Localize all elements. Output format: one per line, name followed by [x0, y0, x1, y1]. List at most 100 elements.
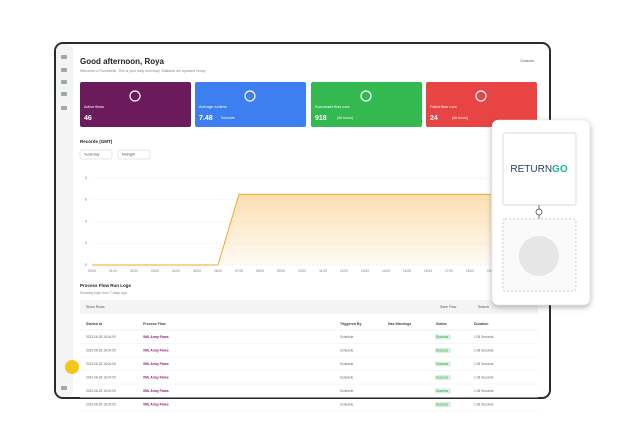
table-cell: 2023-08-28 16:04:05: [86, 375, 116, 379]
x-tick-label: 09:00: [277, 269, 285, 273]
x-tick-label: 07:00: [235, 269, 243, 273]
x-tick-label: 19:00: [487, 269, 495, 273]
table-cell: 2023-08-28 16:04:05: [86, 348, 116, 352]
table-cell: Success: [436, 362, 448, 366]
status-badge: [435, 402, 451, 407]
column-header: Has Warnings: [388, 322, 411, 326]
column-header: Status: [436, 322, 447, 326]
filter-dropdown[interactable]: [79, 149, 113, 160]
x-tick-label: 11:00: [319, 269, 327, 273]
table-cell: Success: [436, 402, 448, 406]
column-header: Duration: [474, 322, 488, 326]
table-cell: Schedule: [340, 362, 354, 366]
table-cell: 1.08 Seconds: [474, 335, 494, 339]
chart-title: Records (GMT): [80, 139, 113, 144]
sidebar: [56, 44, 73, 397]
x-tick-label: 16:00: [424, 269, 432, 273]
table-cell: 2023-08-28 16:04:05: [86, 402, 116, 406]
table-cell: Schedule: [340, 348, 354, 352]
column-header: Triggered By: [340, 322, 361, 326]
table-cell: Schedule: [340, 335, 354, 339]
card-unit: (All hours): [337, 116, 353, 120]
filter-dropdown[interactable]: [117, 149, 151, 160]
y-tick-label: 8: [85, 176, 87, 180]
logs-title: Process Flow Run Logs: [80, 283, 132, 288]
x-tick-label: 13:00: [361, 269, 369, 273]
brand-part: RETURN: [510, 164, 552, 175]
table-cell: XML Array Flows: [143, 348, 169, 352]
custom-button: Custom: [520, 58, 534, 63]
page-subtitle: Welcome to Flowbeetle, This is your dail…: [80, 69, 206, 73]
table-cell: 1.08 Seconds: [474, 389, 494, 393]
card-label: Average runtime: [199, 105, 227, 109]
stat-card: [426, 82, 537, 127]
card-label: Successful flow runs: [315, 105, 350, 109]
sidebar-icons: [61, 55, 67, 390]
card-icon: [129, 90, 141, 102]
toolbar-control: Search: [478, 305, 489, 309]
status-badge: [435, 388, 451, 394]
x-tick-label: 18:00: [466, 269, 474, 273]
stat-card: [195, 82, 306, 127]
filter-label: Yesterday: [84, 152, 100, 156]
table-cell: Success: [436, 335, 448, 339]
table-cell: 2023-08-28 16:04:05: [86, 362, 116, 366]
column-header: Started at: [86, 322, 103, 326]
table-cell: Success: [436, 375, 448, 379]
table-cell: XML Array Flows: [143, 362, 169, 366]
toolbar-control: Show Rows: [86, 305, 105, 309]
x-tick-label: 17:00: [445, 269, 453, 273]
table-cell: XML Array Flows: [143, 402, 169, 406]
x-tick-label: 12:00: [340, 269, 348, 273]
card-value: 918: [315, 115, 327, 122]
table-cell: 1.08 Seconds: [474, 348, 494, 352]
x-tick-label: 10:00: [298, 269, 306, 273]
area-fill: [92, 194, 491, 265]
card-icon: [244, 90, 256, 102]
x-tick-label: 04:00: [172, 269, 180, 273]
connector-node: [535, 208, 543, 216]
status-badge: [435, 334, 451, 340]
table-cell: Schedule: [340, 375, 354, 379]
placeholder-avatar: [519, 236, 559, 276]
status-badge: [435, 361, 451, 367]
y-tick-label: 2: [85, 241, 87, 245]
table-cell: Success: [436, 389, 448, 393]
x-tick-label: 02:00: [130, 269, 138, 273]
y-tick-label: 0: [85, 263, 87, 267]
table-cell: Schedule: [340, 402, 354, 406]
x-tick-label: 08:00: [256, 269, 264, 273]
card-unit: Seconds: [221, 116, 235, 120]
chat-button[interactable]: [65, 360, 79, 374]
card-icon: [475, 90, 487, 102]
x-tick-label: 01:00: [109, 269, 117, 273]
card-value: 24: [430, 115, 438, 122]
table-cell: 2023-08-28 16:04:05: [86, 335, 116, 339]
card-icon: [360, 90, 372, 102]
x-tick-label: 06:00: [214, 269, 222, 273]
stat-card: [311, 82, 422, 127]
table-cell: Schedule: [340, 389, 354, 393]
x-tick-label: 05:00: [193, 269, 201, 273]
table-cell: XML Array Flows: [143, 335, 169, 339]
page-title: Good afternoon, Roya: [80, 57, 165, 66]
brand-part: GO: [552, 164, 568, 175]
table-toolbar: [80, 300, 538, 314]
table-cell: 1.08 Seconds: [474, 402, 494, 406]
table-cell: 1.08 Seconds: [474, 375, 494, 379]
card-unit: (All hours): [452, 116, 468, 120]
filter-label: Midnight: [122, 152, 135, 156]
table-cell: XML Array Flows: [143, 375, 169, 379]
y-tick-label: 6: [85, 198, 87, 202]
x-tick-label: 00:00: [88, 269, 96, 273]
card-value: 7.48: [199, 115, 213, 122]
stat-card: [80, 82, 191, 127]
line-series: [92, 193, 491, 266]
brand-logo: RETURNGO: [510, 164, 567, 175]
x-tick-label: 03:00: [151, 269, 159, 273]
table-cell: 2023-08-28 16:04:05: [86, 389, 116, 393]
card-label: Failed flow runs: [430, 105, 457, 109]
brand-box: [502, 132, 577, 206]
